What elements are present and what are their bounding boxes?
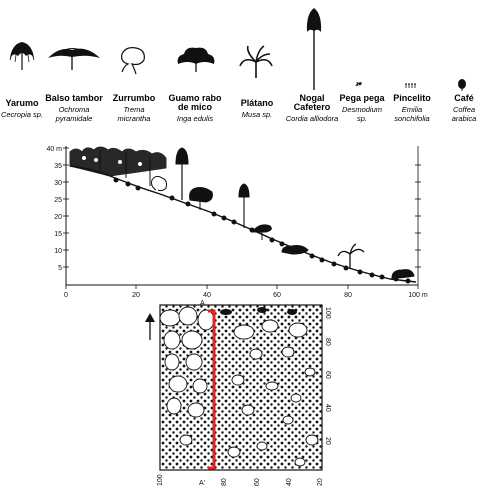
yarumo-tree-icon	[9, 42, 35, 70]
legend-name-pincelito: Pincelito	[393, 93, 431, 103]
zurrumbo-tree-icon	[121, 47, 145, 75]
legend-sci-pega-pega-2: sp.	[357, 114, 367, 123]
profile-y-label-top: 40 m	[46, 146, 62, 153]
profile-x-tick: 80	[344, 292, 352, 299]
legend-sci-platano: Musa sp.	[242, 110, 272, 119]
guamo-tree-icon	[177, 47, 215, 72]
slope-profile: 40 m 35 30 25 20 15 10 5 0 20 40 60 80 1…	[46, 146, 428, 299]
plan-right-tick: 60	[324, 371, 331, 379]
legend-name-pega-pega: Pega pega	[339, 93, 385, 103]
profile-vegetation	[69, 146, 415, 284]
legend-name-yarumo: Yarumo	[5, 98, 39, 108]
legend-sci-pega-pega-1: Desmodium	[342, 105, 382, 114]
legend-name-cafe: Café	[454, 93, 474, 103]
plan-bottom-tick: 80	[221, 478, 228, 486]
legend-sci-balso-1: Ochroma	[59, 105, 90, 114]
plan-right-tick: 80	[324, 338, 331, 346]
legend-name-nogal-1: Nogal	[299, 93, 324, 103]
legend-sci-pincelito-2: sonchifolia	[394, 114, 429, 123]
legend-sci-yarumo: Cecropia sp.	[1, 110, 43, 119]
profile-y-tick: 10	[54, 248, 62, 255]
legend-name-nogal-2: Cafetero	[294, 102, 331, 112]
plan-right-tick: 40	[324, 404, 331, 412]
profile-y-tick: 5	[58, 265, 62, 272]
legend-name-zurrumbo: Zurrumbo	[113, 93, 156, 103]
plan-right-tick: 20	[324, 437, 331, 445]
legend-name-balso: Balso tambor	[45, 93, 103, 103]
transect-marker-a: A	[200, 300, 205, 307]
plan-bottom-tick: 100	[157, 474, 164, 486]
legend-sci-zurrumbo-1: Trema	[123, 105, 144, 114]
legend-name-guamo-2: de mico	[178, 102, 213, 112]
legend-sci-pincelito-1: Emilia	[402, 105, 422, 114]
terrain-line	[69, 165, 417, 283]
plan-bottom-tick: 60	[254, 478, 261, 486]
legend-sci-nogal: Cordia alliodora	[286, 114, 339, 123]
plan-right-tick: 100	[324, 307, 331, 319]
profile-y-tick: 15	[54, 231, 62, 238]
cafe-shrub-icon	[458, 79, 466, 91]
legend-name-guamo-1: Guamo rabo	[168, 93, 222, 103]
plan-bottom-tick: 40	[286, 478, 293, 486]
north-arrow-icon	[145, 313, 155, 340]
legend-sci-cafe-1: Coffea	[453, 105, 475, 114]
profile-y-tick: 20	[54, 214, 62, 221]
pincelito-herb-icon	[405, 83, 416, 88]
species-legend: Yarumo Cecropia sp. Balso tambor Ochroma…	[1, 8, 476, 123]
legend-sci-balso-2: pyramidale	[55, 114, 93, 123]
pega-pega-herb-icon	[355, 81, 363, 87]
balso-tree-icon	[48, 48, 100, 70]
legend-name-platano: Plátano	[241, 98, 274, 108]
profile-x-tick: 100 m	[408, 292, 428, 299]
legend-sci-cafe-2: arabica	[452, 114, 477, 123]
legend-sci-zurrumbo-2: micrantha	[118, 114, 151, 123]
profile-y-tick: 25	[54, 197, 62, 204]
profile-x-tick: 40	[203, 292, 211, 299]
transect-marker-a-prime: A'	[199, 480, 205, 487]
profile-y-tick: 30	[54, 180, 62, 187]
profile-x-tick: 60	[273, 292, 281, 299]
nogal-tree-icon	[306, 8, 322, 90]
profile-x-tick: 0	[64, 292, 68, 299]
profile-x-tick: 20	[132, 292, 140, 299]
plan-view: A A' 100 80 60 40 20 100 80 60 40 20	[145, 300, 331, 487]
platano-plant-icon	[239, 45, 273, 78]
legend-sci-guamo: Inga edulis	[177, 114, 214, 123]
plan-bottom-tick: 20	[317, 478, 324, 486]
profile-y-tick: 35	[54, 163, 62, 170]
transect-line	[208, 309, 216, 470]
